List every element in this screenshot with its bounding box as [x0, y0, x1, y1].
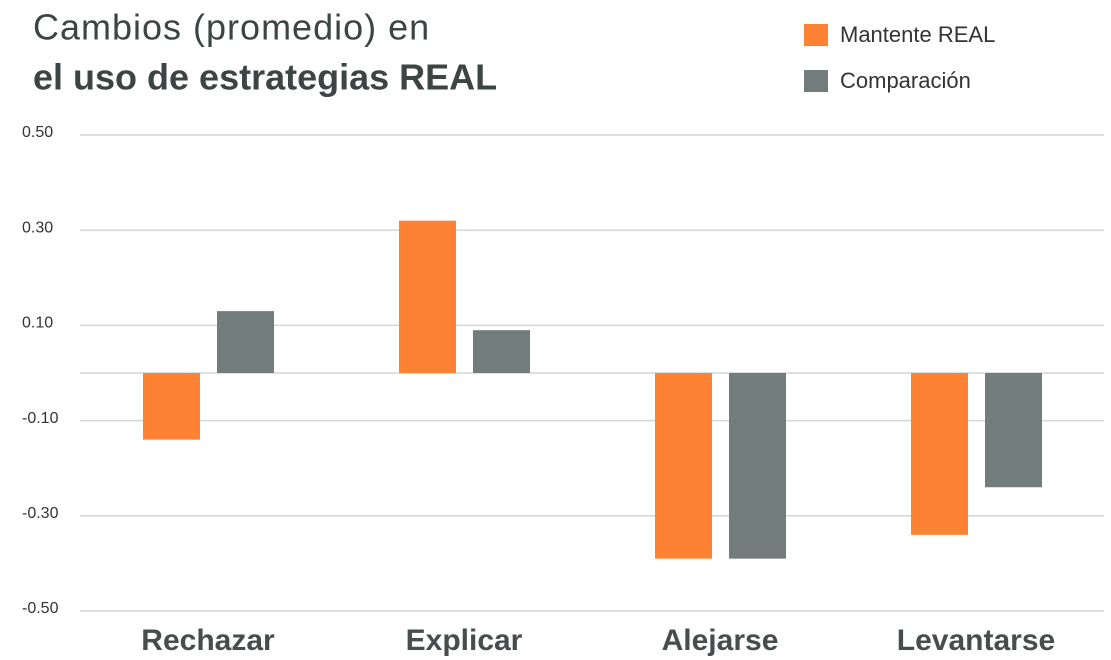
chart-subtitle: el uso de estrategias REAL — [33, 57, 497, 98]
x-tick-label: Explicar — [406, 624, 523, 657]
y-tick-label: 0.30 — [22, 219, 53, 236]
legend-swatch — [804, 24, 828, 46]
legend-label: Mantente REAL — [840, 22, 995, 47]
bar — [473, 330, 530, 373]
x-tick-label: Alejarse — [662, 624, 779, 657]
bar — [729, 373, 786, 559]
y-tick-label: -0.30 — [22, 505, 59, 522]
y-tick-label: -0.50 — [22, 600, 59, 617]
bar — [655, 373, 712, 559]
bar — [911, 373, 968, 535]
bar — [217, 311, 274, 373]
legend-swatch — [804, 70, 828, 92]
y-tick-label: -0.10 — [22, 410, 59, 427]
bar — [143, 373, 200, 440]
bar — [399, 220, 456, 373]
x-tick-label: Levantarse — [897, 624, 1055, 657]
x-tick-label: Rechazar — [141, 624, 275, 657]
legend-label: Comparación — [840, 68, 971, 93]
chart-title: Cambios (promedio) en — [33, 7, 430, 48]
bar — [985, 373, 1042, 488]
y-tick-label: 0.10 — [22, 315, 53, 332]
y-tick-label: 0.50 — [22, 124, 53, 141]
